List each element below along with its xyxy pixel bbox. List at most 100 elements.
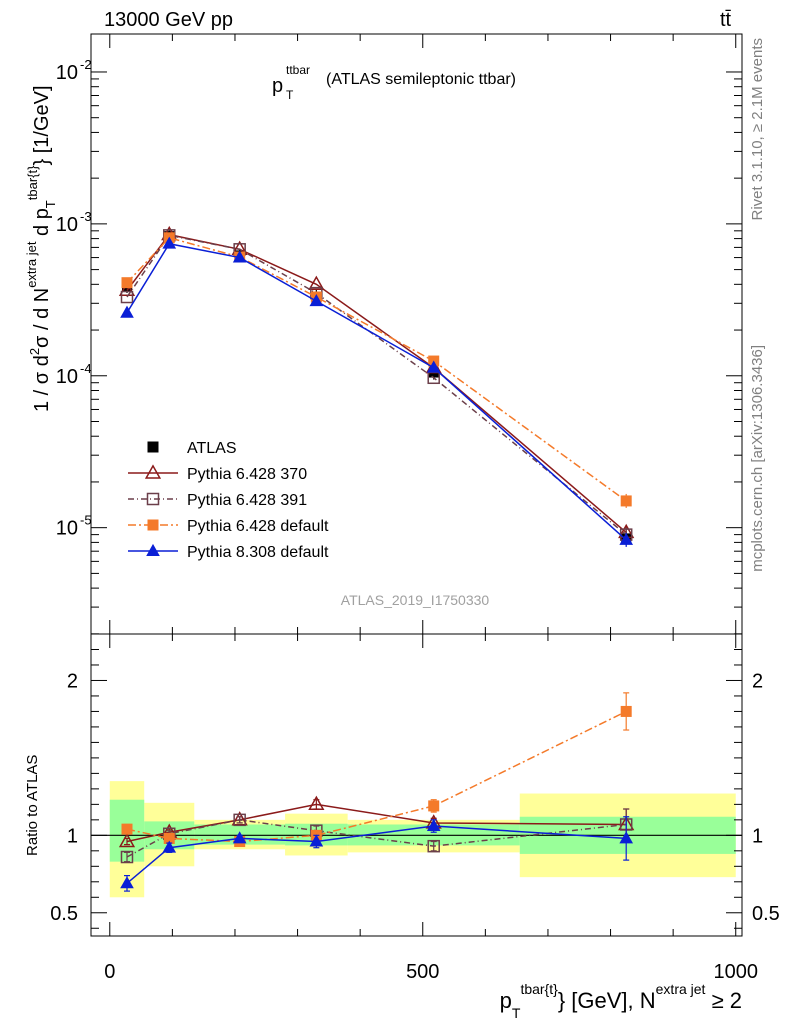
legend-label-1: Pythia 6.428 370 [187,466,307,483]
legend-label-4: Pythia 8.308 default [187,544,329,561]
legend-entry-2: Pythia 6.428 391 [128,492,307,509]
x-tick-label-0: 0 [104,961,115,983]
legend-marker-0 [147,441,159,453]
plot-title: p ttbar T (ATLAS semileptonic ttbar) [272,63,516,102]
xlabel-sup: tbar{t} [520,981,558,997]
title-sub: T [286,88,294,102]
series-point-2-0 [120,290,134,304]
legend-entry-1: Pythia 6.428 370 [128,464,307,483]
xlabel-tail: ≥ 2 [705,988,742,1013]
ratio-point-4-4 [426,818,441,831]
legend-label-3: Pythia 6.428 default [187,518,329,535]
mcplots-label: mcplots.cern.ch [arXiv:1306.3436] [749,345,766,572]
ylabel-sub3: T [43,200,58,208]
ratio-point-4-0 [120,876,134,889]
y-tick-label-3: 10 [56,518,78,540]
collision-label: 13000 GeV pp [104,9,233,31]
y-tick-exp-1: -3 [80,209,92,224]
ratio-frame [90,633,743,937]
series-4 [120,236,634,547]
series-line-1 [126,233,627,534]
legend-marker-4 [146,543,160,556]
series-point-1-3 [308,275,325,291]
title-main: p [272,75,283,97]
ratio-tick-label-right-2: 2 [752,670,763,692]
legend-label-2: Pythia 6.428 391 [187,492,307,509]
ratio-tick-label-left-2: 2 [67,670,78,692]
ratio-point-1-0 [118,832,136,848]
main-y-axis-label: 1 / σ d2σ / d Nextra jet d pTtbar{t}} [1… [24,85,58,412]
ylabel-mid2: d p [31,208,53,241]
y-tick-exp-3: -5 [80,513,92,528]
y-tick-label-0: 10 [56,62,78,84]
legend-marker-1 [144,464,162,479]
y-tick-label-2: 10 [56,366,78,388]
ylabel-tail: } [1/GeV] [31,85,53,165]
ylabel-sup2: extra jet [24,241,39,288]
ratio-point-2-4 [427,839,440,853]
legend-label-0: ATLAS [187,440,237,457]
series-point-4-5 [619,532,634,545]
svg-text:pTtbar{t}} [GeV], Nextra jet ≥: pTtbar{t}} [GeV], Nextra jet ≥ 2 [500,981,742,1021]
x-tick-label-1: 500 [406,961,439,983]
ratio-line-1 [126,803,627,843]
x-axis-label: pTtbar{t}} [GeV], Nextra jet ≥ 2 [500,981,742,1021]
ratio-point-2-2 [233,813,246,827]
xlabel-sub: T [512,1005,521,1021]
ratio-tick-label-left-0: 0.5 [50,903,78,925]
ratio-line-4 [126,825,627,884]
ratio-tick-label-left-1: 1 [67,825,78,847]
series-point-4-0 [120,305,134,318]
xlabel-sup2: extra jet [656,981,706,997]
series-line-3 [126,236,627,502]
ratio-point-3-5 [620,705,632,717]
title-sup: ttbar [286,63,310,77]
ratio-point-4-2 [232,831,247,844]
series-point-4-2 [232,250,247,263]
ratio-point-4-5 [619,831,634,844]
series-point-4-1 [162,236,177,249]
ylabel-sup3: tbar{t} [25,165,40,200]
series-point-4-3 [309,293,324,307]
ratio-point-1-3 [308,795,325,811]
ylabel-mid: σ / d N [31,288,53,348]
ratio-point-2-0 [120,850,134,864]
series-point-4-4 [426,360,441,373]
ratio-tick-label-right-0: 0.5 [752,903,780,925]
legend-entry-3: Pythia 6.428 default [128,518,329,535]
ratio-point-3-1 [163,832,175,844]
ratio-tick-label-right-1: 1 [752,825,763,847]
ratio-point-3-4 [428,800,440,812]
legend: ATLAS Pythia 6.428 370 Pythia 6.428 391 Pyt… [128,440,329,561]
ratio-point-4-3 [309,834,324,847]
title-rest: (ATLAS semileptonic ttbar) [326,71,516,88]
main-panel-content [118,225,635,547]
x-tick-label-2: 1000 [713,961,758,983]
series-point-1-0 [118,281,136,297]
legend-entry-0: ATLAS [147,440,237,457]
svg-text:1 / σ d2σ / d Nextra jet d pT: 1 / σ d2σ / d Nextra jet d pTtbar{t}} [1… [24,85,58,412]
series-point-3-5 [620,495,632,507]
series-line-2 [126,234,627,536]
legend-entry-4: Pythia 8.308 default [128,543,329,561]
y-tick-exp-2: -4 [80,361,92,376]
ratio-line-2 [126,819,627,858]
legend-marker-3 [147,519,159,531]
series-point-3-0 [121,277,133,289]
ylabel-sup1: 2 [27,348,42,355]
y-tick-exp-0: -2 [80,57,92,72]
ratio-point-3-0 [121,823,133,835]
ratio-panel-content [91,692,742,892]
xlabel-p: p [500,988,512,1013]
analysis-watermark: ATLAS_2019_I1750330 [341,592,490,608]
xlabel-rest: } [GeV], N [558,988,656,1013]
rivet-label: Rivet 3.1.10, ≥ 2.1M events [749,38,766,221]
ratio-line-3 [126,710,627,843]
ratio-series-4 [120,816,634,892]
y-tick-label-1: 10 [56,214,78,236]
legend-marker-2 [146,492,160,506]
series-line-4 [126,242,627,541]
ratio-y-axis-label: Ratio to ATLAS [24,755,41,856]
